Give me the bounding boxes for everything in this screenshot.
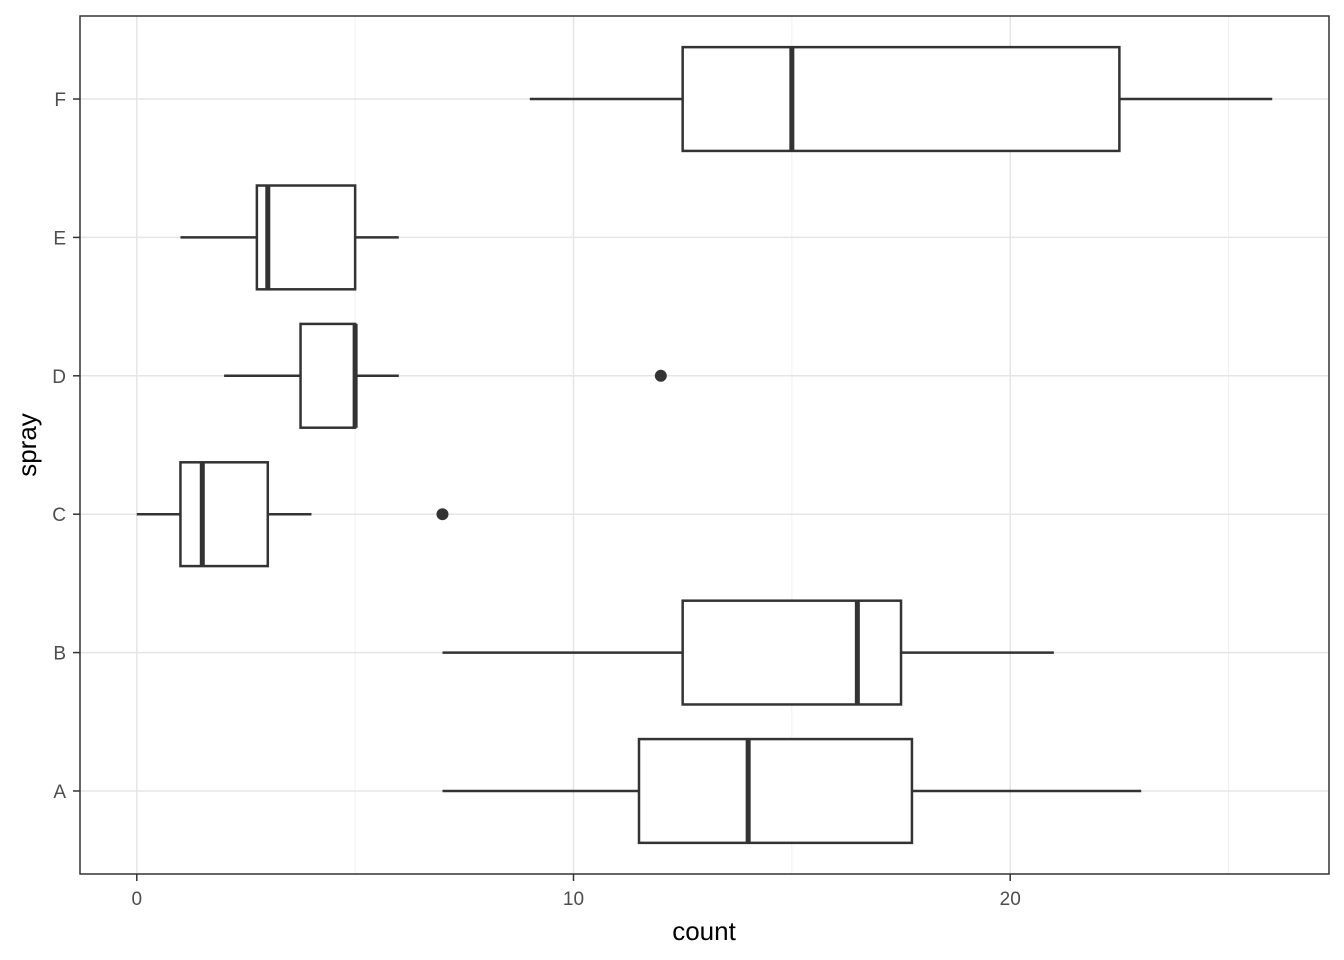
box-body [681,45,1121,153]
box-e [180,184,399,291]
outlier-point [654,369,667,382]
box-c [136,461,449,568]
box-series [136,45,1273,845]
y-tick-label: B [53,644,66,665]
y-tick-label: E [53,228,66,249]
box-body [179,461,270,568]
box-f [529,45,1273,153]
y-axis-title: spray [12,413,42,477]
x-axis: 0 10 20 [131,874,1021,910]
y-tick-label: F [54,90,66,111]
y-tick-label: D [52,367,66,388]
box-d [224,322,667,429]
y-tick-label: A [53,782,66,803]
x-axis-title: count [672,916,736,946]
y-tick-label: C [52,505,66,526]
box-a [442,737,1142,845]
x-tick-label: 20 [1000,889,1021,910]
box-body [299,322,357,429]
x-tick-label: 10 [563,889,584,910]
outlier-point [436,508,449,521]
x-tick-label: 0 [131,889,142,910]
panel-border [79,15,1330,875]
box-body [255,184,357,291]
y-axis: A B C D E F [52,90,80,803]
box-b [442,599,1054,706]
box-body [681,599,903,706]
box-body [637,737,914,845]
